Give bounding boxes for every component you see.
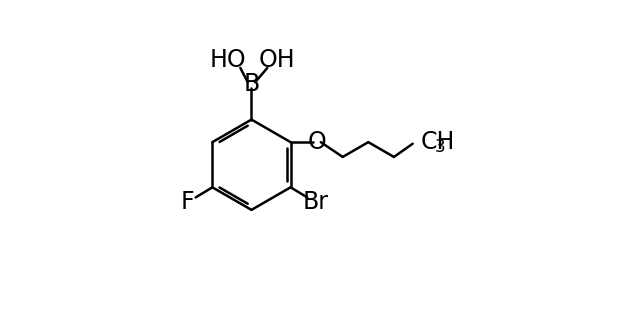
Text: F: F: [180, 190, 194, 214]
Text: HO: HO: [209, 48, 246, 72]
Text: CH: CH: [421, 130, 456, 153]
Text: OH: OH: [259, 48, 296, 72]
Text: B: B: [243, 72, 260, 96]
Text: O: O: [308, 130, 326, 154]
Text: Br: Br: [303, 190, 329, 214]
Text: 3: 3: [435, 138, 445, 156]
